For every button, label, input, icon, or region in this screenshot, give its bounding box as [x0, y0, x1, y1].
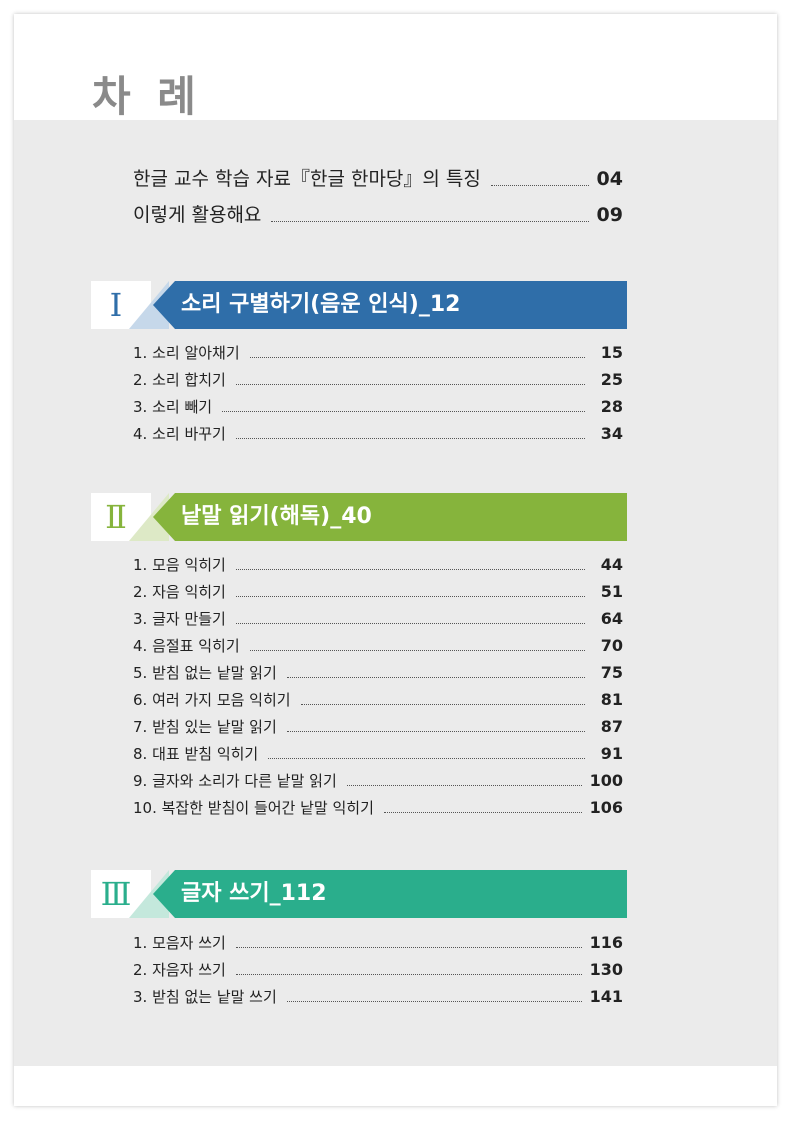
toc-page-number: 44	[600, 555, 623, 574]
toc-page-number: 51	[600, 582, 623, 601]
dot-leader	[286, 676, 585, 678]
toc-entry-label: 2. 소리 합치기	[133, 371, 226, 389]
toc-entry-label: 1. 소리 알아채기	[133, 344, 240, 362]
toc-page-number: 116	[589, 933, 623, 952]
toc-item[interactable]: 4. 소리 바꾸기 34	[133, 423, 623, 445]
dot-leader	[235, 946, 582, 948]
dot-leader	[271, 220, 589, 222]
toc-item[interactable]: 1. 모음자 쓰기 116	[133, 932, 623, 954]
toc-entry-label: 1. 모음 익히기	[133, 556, 226, 574]
toc-item[interactable]: 5. 받침 없는 낱말 읽기 75	[133, 662, 623, 684]
toc-entry-label: 8. 대표 받침 익히기	[133, 745, 259, 763]
toc-page-number: 75	[600, 663, 623, 682]
dot-leader	[235, 622, 585, 624]
toc-entry-label: 1. 모음자 쓰기	[133, 934, 226, 952]
toc-entry-label: 3. 소리 빼기	[133, 398, 213, 416]
footer-band	[14, 1066, 777, 1106]
toc-entry-label: 10. 복잡한 받침이 들어간 낱말 익히기	[133, 799, 374, 817]
toc-item[interactable]: 3. 소리 빼기 28	[133, 396, 623, 418]
toc-entry-label: 한글 교수 학습 자료『한글 한마당』의 특징	[133, 168, 481, 190]
dot-leader	[286, 1000, 582, 1002]
toc-entry-label: 5. 받침 없는 낱말 읽기	[133, 664, 277, 682]
toc-page-number: 91	[600, 744, 623, 763]
toc-entry-label: 이렇게 활용해요	[133, 204, 262, 226]
dot-leader	[268, 757, 585, 759]
toc-page-number: 81	[600, 690, 623, 709]
section-accent-triangle	[129, 281, 169, 329]
toc-page-number: 04	[596, 168, 623, 190]
section-title-bar	[153, 281, 627, 329]
dot-leader	[235, 595, 585, 597]
page-title: 차 례	[92, 72, 202, 121]
section-accent-triangle	[129, 870, 169, 918]
toc-entry-label: 4. 음절표 익히기	[133, 637, 240, 655]
dot-leader	[249, 356, 585, 358]
toc-item[interactable]: 1. 소리 알아채기 15	[133, 342, 623, 364]
dot-leader	[490, 184, 589, 186]
toc-page-number: 28	[600, 397, 623, 416]
toc-item[interactable]: 1. 모음 익히기 44	[133, 554, 623, 576]
section-numeral: Ⅲ	[100, 875, 132, 913]
toc-entry-label: 2. 자음 익히기	[133, 583, 226, 601]
toc-intro-line[interactable]: 한글 교수 학습 자료『한글 한마당』의 특징 04	[133, 166, 623, 192]
dot-leader	[222, 410, 585, 412]
section-title-bar	[153, 870, 627, 918]
toc-page-number: 15	[600, 343, 623, 362]
section-numeral: Ⅱ	[105, 498, 127, 536]
toc-page-number: 100	[589, 771, 623, 790]
dot-leader	[235, 383, 585, 385]
toc-entry-label: 6. 여러 가지 모음 익히기	[133, 691, 291, 709]
toc-entry-label: 3. 받침 없는 낱말 쓰기	[133, 988, 277, 1006]
toc-item[interactable]: 4. 음절표 익히기 70	[133, 635, 623, 657]
dot-leader	[249, 649, 585, 651]
dot-leader	[235, 437, 585, 439]
toc-page-number: 106	[589, 798, 623, 817]
section-accent-triangle	[129, 493, 169, 541]
dot-leader	[235, 568, 585, 570]
toc-entry-label: 3. 글자 만들기	[133, 610, 226, 628]
section-header-1[interactable]: Ⅰ 소리 구별하기(음운 인식)_12	[91, 281, 627, 329]
toc-page-number: 34	[600, 424, 623, 443]
toc-page-number: 87	[600, 717, 623, 736]
section-title: 소리 구별하기(음운 인식)_12	[181, 292, 461, 317]
toc-page-number: 09	[596, 204, 623, 226]
toc-entry-label: 7. 받침 있는 낱말 읽기	[133, 718, 277, 736]
toc-item[interactable]: 2. 자음자 쓰기 130	[133, 959, 623, 981]
toc-entry-label: 2. 자음자 쓰기	[133, 961, 226, 979]
dot-leader	[235, 973, 582, 975]
section-numeral: Ⅰ	[109, 286, 123, 324]
dot-leader	[300, 703, 585, 705]
toc-item[interactable]: 2. 소리 합치기 25	[133, 369, 623, 391]
toc-entry-label: 4. 소리 바꾸기	[133, 425, 226, 443]
dot-leader	[286, 730, 585, 732]
dot-leader	[383, 811, 582, 813]
toc-item[interactable]: 3. 받침 없는 낱말 쓰기 141	[133, 986, 623, 1008]
section-title: 글자 쓰기_112	[181, 881, 327, 906]
toc-item[interactable]: 7. 받침 있는 낱말 읽기 87	[133, 716, 623, 738]
section-header-3[interactable]: Ⅲ 글자 쓰기_112	[91, 870, 627, 918]
toc-item[interactable]: 10. 복잡한 받침이 들어간 낱말 익히기 106	[133, 797, 623, 819]
section-header-2[interactable]: Ⅱ 낱말 읽기(해독)_40	[91, 493, 627, 541]
toc-entry-label: 9. 글자와 소리가 다른 낱말 읽기	[133, 772, 337, 790]
toc-item[interactable]: 2. 자음 익히기 51	[133, 581, 623, 603]
header-band	[14, 14, 777, 120]
toc-page-number: 70	[600, 636, 623, 655]
page-card	[14, 14, 777, 1106]
toc-item[interactable]: 3. 글자 만들기 64	[133, 608, 623, 630]
toc-page-number: 64	[600, 609, 623, 628]
toc-page-number: 25	[600, 370, 623, 389]
toc-intro-line[interactable]: 이렇게 활용해요 09	[133, 202, 623, 228]
toc-page-number: 130	[589, 960, 623, 979]
toc-item[interactable]: 9. 글자와 소리가 다른 낱말 읽기 100	[133, 770, 623, 792]
section-title-bar	[153, 493, 627, 541]
section-title: 낱말 읽기(해독)_40	[181, 504, 372, 529]
toc-item[interactable]: 8. 대표 받침 익히기 91	[133, 743, 623, 765]
dot-leader	[346, 784, 582, 786]
toc-page-number: 141	[589, 987, 623, 1006]
toc-item[interactable]: 6. 여러 가지 모음 익히기 81	[133, 689, 623, 711]
